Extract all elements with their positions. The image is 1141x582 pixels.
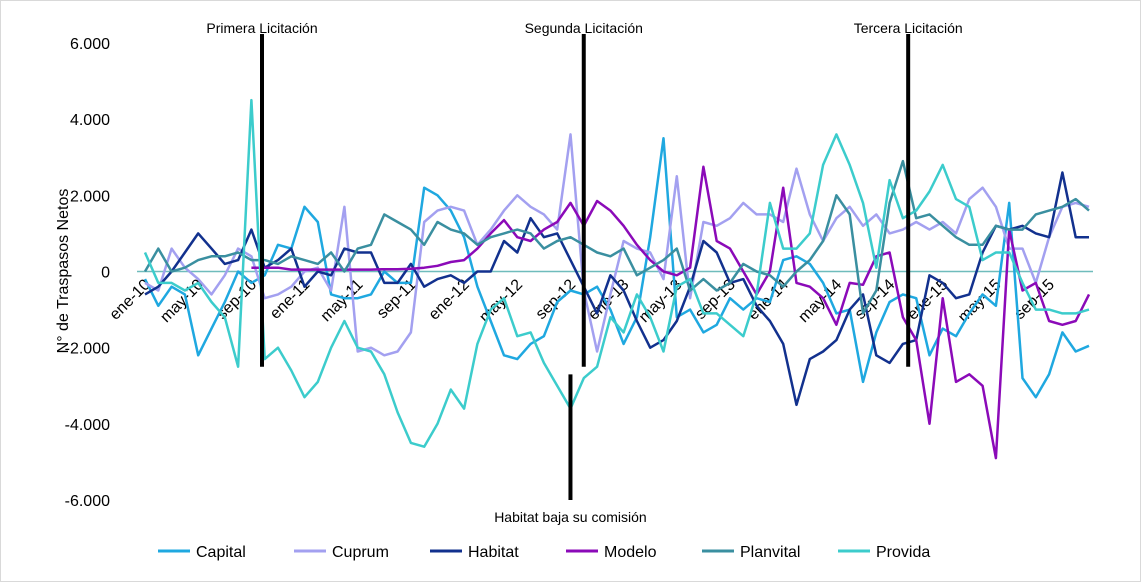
legend-label: Capital bbox=[196, 544, 246, 561]
y-tick-label: -4.000 bbox=[65, 417, 110, 434]
legend-label: Modelo bbox=[604, 544, 657, 561]
series-line bbox=[143, 136, 1090, 399]
y-tick-label: -2.000 bbox=[65, 341, 110, 358]
event-label: Segunda Licitación bbox=[525, 20, 643, 36]
y-tick-label: 4.000 bbox=[70, 112, 110, 129]
y-tick-label: -6.000 bbox=[65, 493, 110, 510]
legend-label: Habitat bbox=[468, 544, 519, 561]
series-line bbox=[143, 98, 1090, 448]
series-line bbox=[143, 159, 1090, 315]
series-line bbox=[144, 171, 1089, 407]
legend-label: Cuprum bbox=[332, 544, 389, 561]
legend-label: Provida bbox=[876, 544, 930, 561]
event-label: Tercera Licitación bbox=[854, 20, 963, 36]
y-tick-label: 6.000 bbox=[70, 36, 110, 53]
event-label: Habitat baja su comisión bbox=[494, 509, 647, 525]
y-tick-label: 0 bbox=[101, 265, 110, 282]
legend-label: Planvital bbox=[740, 544, 800, 561]
y-tick-label: 2.000 bbox=[70, 188, 110, 205]
event-label: Primera Licitación bbox=[206, 20, 317, 36]
series-line bbox=[251, 165, 1091, 460]
series-line bbox=[144, 133, 1090, 357]
y-axis-label: N° de Traspasos Netos bbox=[55, 189, 72, 354]
